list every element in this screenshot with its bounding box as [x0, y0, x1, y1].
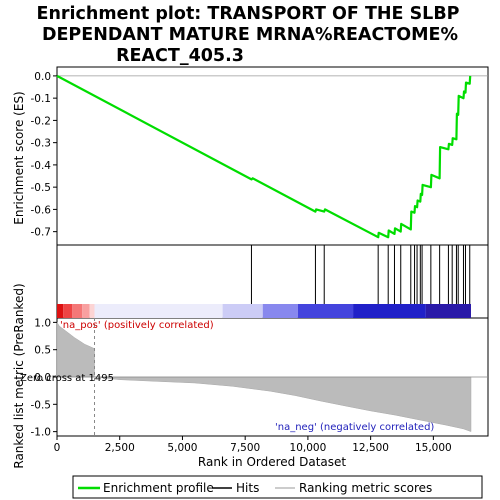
- legend-hits-label: Hits: [236, 481, 259, 495]
- x-ticks: 0 2,500 5,000 7,500 10,000 12,500 15,000: [54, 436, 452, 454]
- colorbar-segment: [82, 304, 90, 318]
- es-y-axis-label: Enrichment score (ES): [12, 91, 26, 224]
- chart-title-line-1: Enrichment plot: TRANSPORT OF THE SLBP: [37, 4, 460, 24]
- es-y-tick-label: -0.6: [31, 204, 52, 216]
- rank-y-tick-label: 0.5: [34, 345, 51, 357]
- colorbar-segment: [262, 304, 298, 318]
- rank-y-tick-label: 0.0: [34, 372, 51, 384]
- rank-metric-group: [56, 318, 488, 436]
- colorbar-segment: [94, 304, 223, 318]
- colorbar-segment: [63, 304, 73, 318]
- x-tick-label: 12,500: [352, 442, 389, 454]
- x-axis-label: Rank in Ordered Dataset: [198, 455, 346, 469]
- chart-title-line-3: REACT_405.3: [116, 46, 244, 66]
- x-tick-label: 10,000: [290, 442, 327, 454]
- colorbar-segment: [297, 304, 354, 318]
- rank-y-tick-label: -0.5: [31, 399, 52, 411]
- enrichment-profile-line: [56, 74, 472, 239]
- x-tick-label: 0: [54, 442, 61, 454]
- rank-y-tick-label: 1.0: [34, 317, 51, 329]
- colorbar-segment: [353, 304, 426, 318]
- x-tick-label: 15,000: [415, 442, 452, 454]
- es-y-tick-label: -0.1: [31, 93, 52, 105]
- chart-title-line-2: DEPENDANT MATURE MRNA%REACTOME%: [42, 25, 458, 45]
- es-y-tick-label: -0.7: [31, 227, 52, 239]
- annotation-na-pos: 'na_pos' (positively correlated): [60, 320, 214, 331]
- x-tick-label: 5,000: [167, 442, 197, 454]
- legend-ranking-label: Ranking metric scores: [299, 481, 432, 495]
- es-y-tick-label: -0.5: [31, 182, 52, 194]
- colorbar-segment: [72, 304, 83, 318]
- hits-group: [250, 245, 471, 304]
- legend-box: [72, 475, 483, 499]
- colorbar-segment: [425, 304, 471, 318]
- colorbar-group: [57, 304, 471, 318]
- colorbar-segment: [89, 304, 95, 318]
- rank-y-axis-label: Ranked list metric (PreRanked): [12, 283, 26, 468]
- es-y-tick-label: 0.0: [34, 71, 51, 83]
- es-y-tick-label: -0.4: [31, 160, 52, 172]
- legend-enrichment-label: Enrichment profile: [103, 481, 214, 495]
- x-tick-label: 2,500: [105, 442, 135, 454]
- rank-y-ticks: 1.0 0.5 0.0 -0.5 -1.0: [31, 317, 57, 439]
- annotation-zero-cross: Zero cross at 1495: [20, 373, 114, 384]
- es-y-tick-label: -0.3: [31, 138, 52, 150]
- x-tick-label: 7,500: [230, 442, 260, 454]
- es-panel-frame: [56, 66, 489, 246]
- annotation-na-neg: 'na_neg' (negatively correlated): [275, 422, 434, 433]
- colorbar-segment: [57, 304, 64, 318]
- es-y-tick-label: -0.2: [31, 115, 52, 127]
- es-y-ticks: 0.0 -0.1 -0.2 -0.3 -0.4 -0.5 -0.6 -0.7: [31, 71, 57, 239]
- es-curve-group: [56, 74, 472, 239]
- colorbar-segment: [222, 304, 263, 318]
- rank-y-tick-label: -1.0: [31, 427, 52, 439]
